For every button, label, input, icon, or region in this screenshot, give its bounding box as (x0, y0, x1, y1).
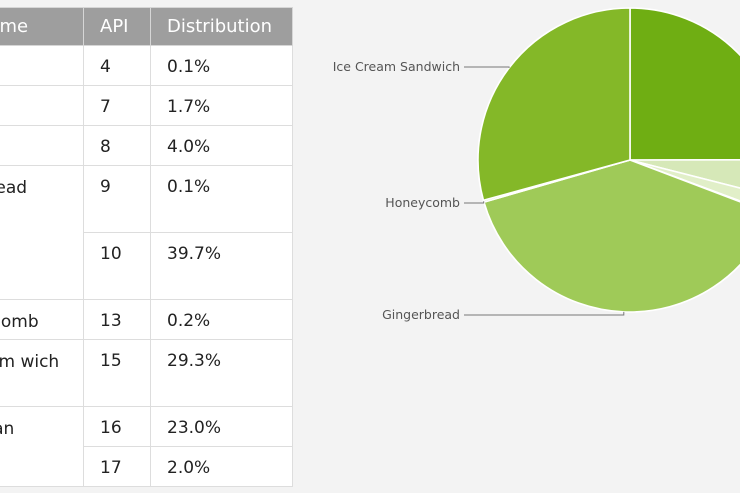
pie-slice-jelly-bean (629, 7, 740, 161)
row-name: ream wich (0, 339, 84, 407)
table-row: ream wich 15 29.3% (0, 339, 293, 407)
row-distribution: 23.0% (150, 406, 293, 447)
row-distribution: 0.1% (150, 165, 293, 233)
row-api: 7 (83, 85, 151, 126)
table-row: 10 39.7% (0, 232, 293, 300)
table-row: eycomb 13 0.2% (0, 299, 293, 340)
table-row: o 8 4.0% (0, 125, 293, 166)
pie-slices (477, 7, 740, 313)
table-header-row: name API Distribution (0, 7, 293, 46)
table-row: 17 2.0% (0, 446, 293, 487)
row-distribution: 1.7% (150, 85, 293, 126)
distribution-table: name API Distribution t 4 0.1% r 7 1.7% … (0, 7, 293, 487)
callout-line-gingerbread (464, 311, 625, 316)
table-row: r 7 1.7% (0, 85, 293, 126)
row-api: 8 (83, 125, 151, 166)
row-api: 15 (83, 339, 151, 407)
row-distribution: 0.2% (150, 299, 293, 340)
row-api: 9 (83, 165, 151, 233)
callout-label-gingerbread: Gingerbread (382, 307, 460, 322)
header-name: name (0, 7, 84, 46)
row-distribution: 29.3% (150, 339, 293, 407)
row-distribution: 2.0% (150, 446, 293, 487)
row-distribution: 4.0% (150, 125, 293, 166)
callout-label-ice-cream-sandwich: Ice Cream Sandwich (333, 59, 460, 74)
callout-label-honeycomb: Honeycomb (385, 195, 460, 210)
callout-line-ice-cream-sandwich (464, 66, 510, 68)
row-api: 17 (83, 446, 151, 487)
callout-line-honeycomb (464, 201, 485, 204)
row-api: 4 (83, 45, 151, 86)
pie-callouts: Ice Cream Sandwich Honeycomb Gingerbread (333, 59, 625, 322)
row-api: 10 (83, 232, 151, 300)
header-api: API (83, 7, 151, 46)
pie-slice-gingerbread (483, 159, 740, 313)
row-distribution: 39.7% (150, 232, 293, 300)
